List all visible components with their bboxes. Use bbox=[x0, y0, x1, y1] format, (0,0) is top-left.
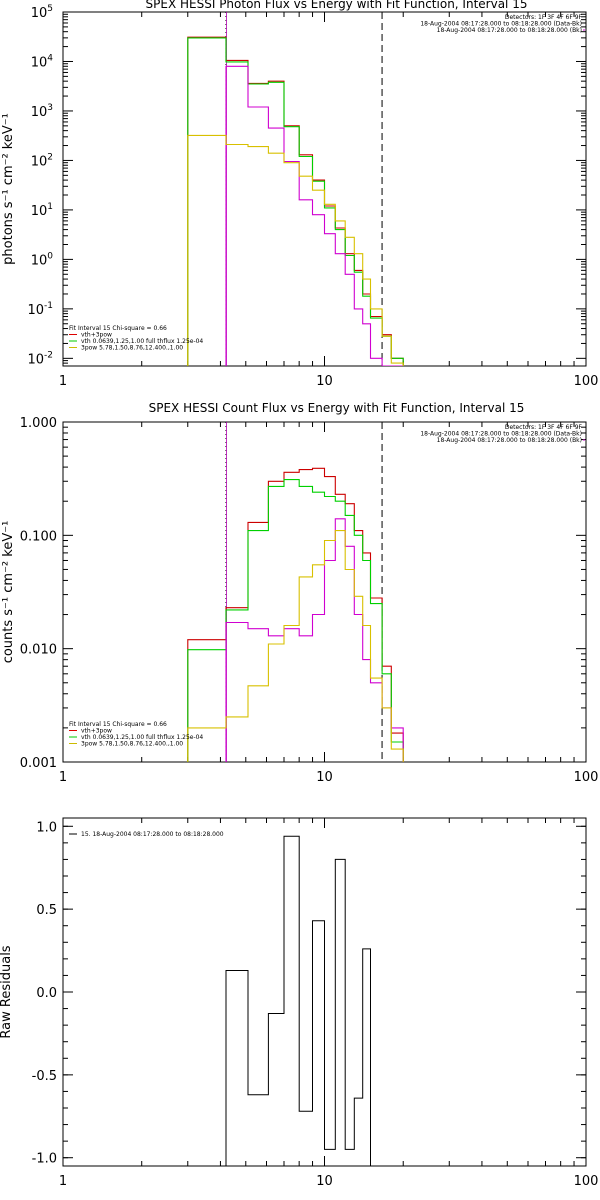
series-line-1 bbox=[187, 467, 404, 762]
x-tick-label: 100 bbox=[574, 1174, 599, 1189]
y-tick-label: 1.000 bbox=[20, 416, 57, 431]
series-line-4 bbox=[187, 530, 404, 762]
y-tick-label: 1.0 bbox=[36, 820, 57, 835]
y-tick-exponent: -1 bbox=[44, 301, 53, 311]
series-line-3 bbox=[225, 65, 404, 366]
y-tick-exponent: 4 bbox=[47, 53, 53, 63]
y-tick-label: 10-1 bbox=[27, 301, 53, 318]
y-tick-label: -1.0 bbox=[32, 1152, 57, 1167]
y-tick-label: 0.5 bbox=[36, 903, 57, 918]
info-text: 18-Aug-2004 08:17:28.000 to 08:18:28.000… bbox=[420, 21, 582, 28]
series-line-3 bbox=[225, 518, 404, 762]
x-tick-label: 1 bbox=[59, 770, 67, 785]
legend-entry: 3pow 5.78,1.50,8.76,12.400.,1.00 bbox=[81, 741, 183, 748]
y-tick-label: 0.100 bbox=[20, 529, 57, 544]
legend-entry: Fit Interval 15 Chi-square = 0.66 bbox=[69, 721, 167, 728]
y-axis-label: counts s⁻¹ cm⁻² keV⁻¹ bbox=[1, 521, 16, 664]
series-line-2 bbox=[187, 479, 404, 762]
plot-area bbox=[225, 835, 371, 1166]
y-tick-exponent: 2 bbox=[47, 152, 53, 162]
y-tick-label: 104 bbox=[31, 53, 54, 70]
y-tick-exponent: 3 bbox=[47, 103, 53, 113]
info-text: Detectors: 1F 3F 4F 6F 9F bbox=[505, 424, 583, 431]
info-text: 18-Aug-2004 08:17:28.000 to 08:18:28.000… bbox=[437, 437, 582, 444]
y-tick-label: 103 bbox=[31, 103, 53, 120]
info-text: 18-Aug-2004 08:17:28.000 to 08:18:28.000… bbox=[420, 431, 582, 438]
legend-entry: vth+3pow bbox=[81, 332, 112, 339]
x-tick-label: 1 bbox=[59, 1174, 67, 1189]
y-tick-base: 10 bbox=[31, 55, 48, 70]
info-text: Detectors: 1F 3F 4F 6F 9F bbox=[505, 14, 583, 21]
chart-title: SPEX HESSI Photon Flux vs Energy with Fi… bbox=[146, 0, 528, 11]
plot-area bbox=[187, 467, 404, 762]
y-tick-base: 10 bbox=[31, 6, 48, 21]
y-tick-label: 0.001 bbox=[20, 756, 57, 771]
y-tick-exponent: 5 bbox=[47, 4, 53, 14]
y-tick-base: 10 bbox=[31, 204, 48, 219]
series-line-4 bbox=[187, 134, 404, 366]
x-tick-label: 1 bbox=[59, 374, 67, 389]
y-tick-label: 10-2 bbox=[27, 350, 53, 367]
y-tick-base: 10 bbox=[27, 303, 44, 318]
x-tick-label: 100 bbox=[574, 374, 599, 389]
y-axis-label: photons s⁻¹ cm⁻² keV⁻¹ bbox=[1, 113, 16, 265]
legend-entry: Fit Interval 15 Chi-square = 0.66 bbox=[69, 325, 167, 332]
legend-entry: vth 0.0639,1.25,1.00 full thflux 1.25e-0… bbox=[81, 734, 203, 741]
y-tick-label: 0.0 bbox=[36, 986, 57, 1001]
y-tick-label: 0.010 bbox=[20, 643, 57, 658]
y-tick-exponent: 0 bbox=[47, 251, 53, 261]
y-tick-exponent: 1 bbox=[47, 202, 53, 212]
y-axis-label: Raw Residuals bbox=[0, 945, 14, 1038]
y-tick-exponent: -2 bbox=[44, 350, 53, 360]
legend-entry: vth 0.0639,1.25,1.00 full thflux 1.25e-0… bbox=[81, 338, 203, 345]
y-tick-label: 100 bbox=[31, 251, 54, 268]
x-tick-label: 10 bbox=[316, 770, 333, 785]
y-tick-base: 10 bbox=[27, 352, 44, 367]
chart-panel-1: SPEX HESSI Photon Flux vs Energy with Fi… bbox=[1, 0, 598, 389]
x-tick-label: 100 bbox=[574, 770, 599, 785]
chart-title: SPEX HESSI Count Flux vs Energy with Fit… bbox=[149, 401, 525, 415]
series-line-2 bbox=[187, 37, 404, 366]
x-tick-label: 10 bbox=[316, 1174, 333, 1189]
series-line-1 bbox=[187, 36, 404, 366]
y-tick-base: 10 bbox=[31, 253, 48, 268]
legend-entry: 3pow 5.78,1.50,8.76,12.400.,1.00 bbox=[81, 345, 183, 352]
y-tick-label: 105 bbox=[31, 4, 53, 21]
y-tick-base: 10 bbox=[31, 154, 48, 169]
plot-area bbox=[187, 36, 404, 366]
y-tick-label: 101 bbox=[31, 202, 53, 219]
y-tick-base: 10 bbox=[31, 105, 48, 120]
legend-entry: 15. 18-Aug-2004 08:17:28.000 to 08:18:28… bbox=[81, 831, 224, 838]
y-tick-label: -0.5 bbox=[32, 1069, 57, 1084]
x-tick-label: 10 bbox=[316, 374, 333, 389]
legend-entry: vth+3pow bbox=[81, 728, 112, 735]
y-tick-label: 102 bbox=[31, 152, 53, 169]
chart-panel-3: 1 10 100 -1.0 -0.5 0.0 0.5 1.0 Raw Residuals 15. … bbox=[0, 817, 599, 1189]
residual-line bbox=[225, 835, 371, 1166]
chart-panel-2: SPEX HESSI Count Flux vs Energy with Fit… bbox=[1, 401, 598, 785]
info-text: 18-Aug-2004 08:17:28.000 to 08:18:28.000… bbox=[437, 27, 582, 34]
